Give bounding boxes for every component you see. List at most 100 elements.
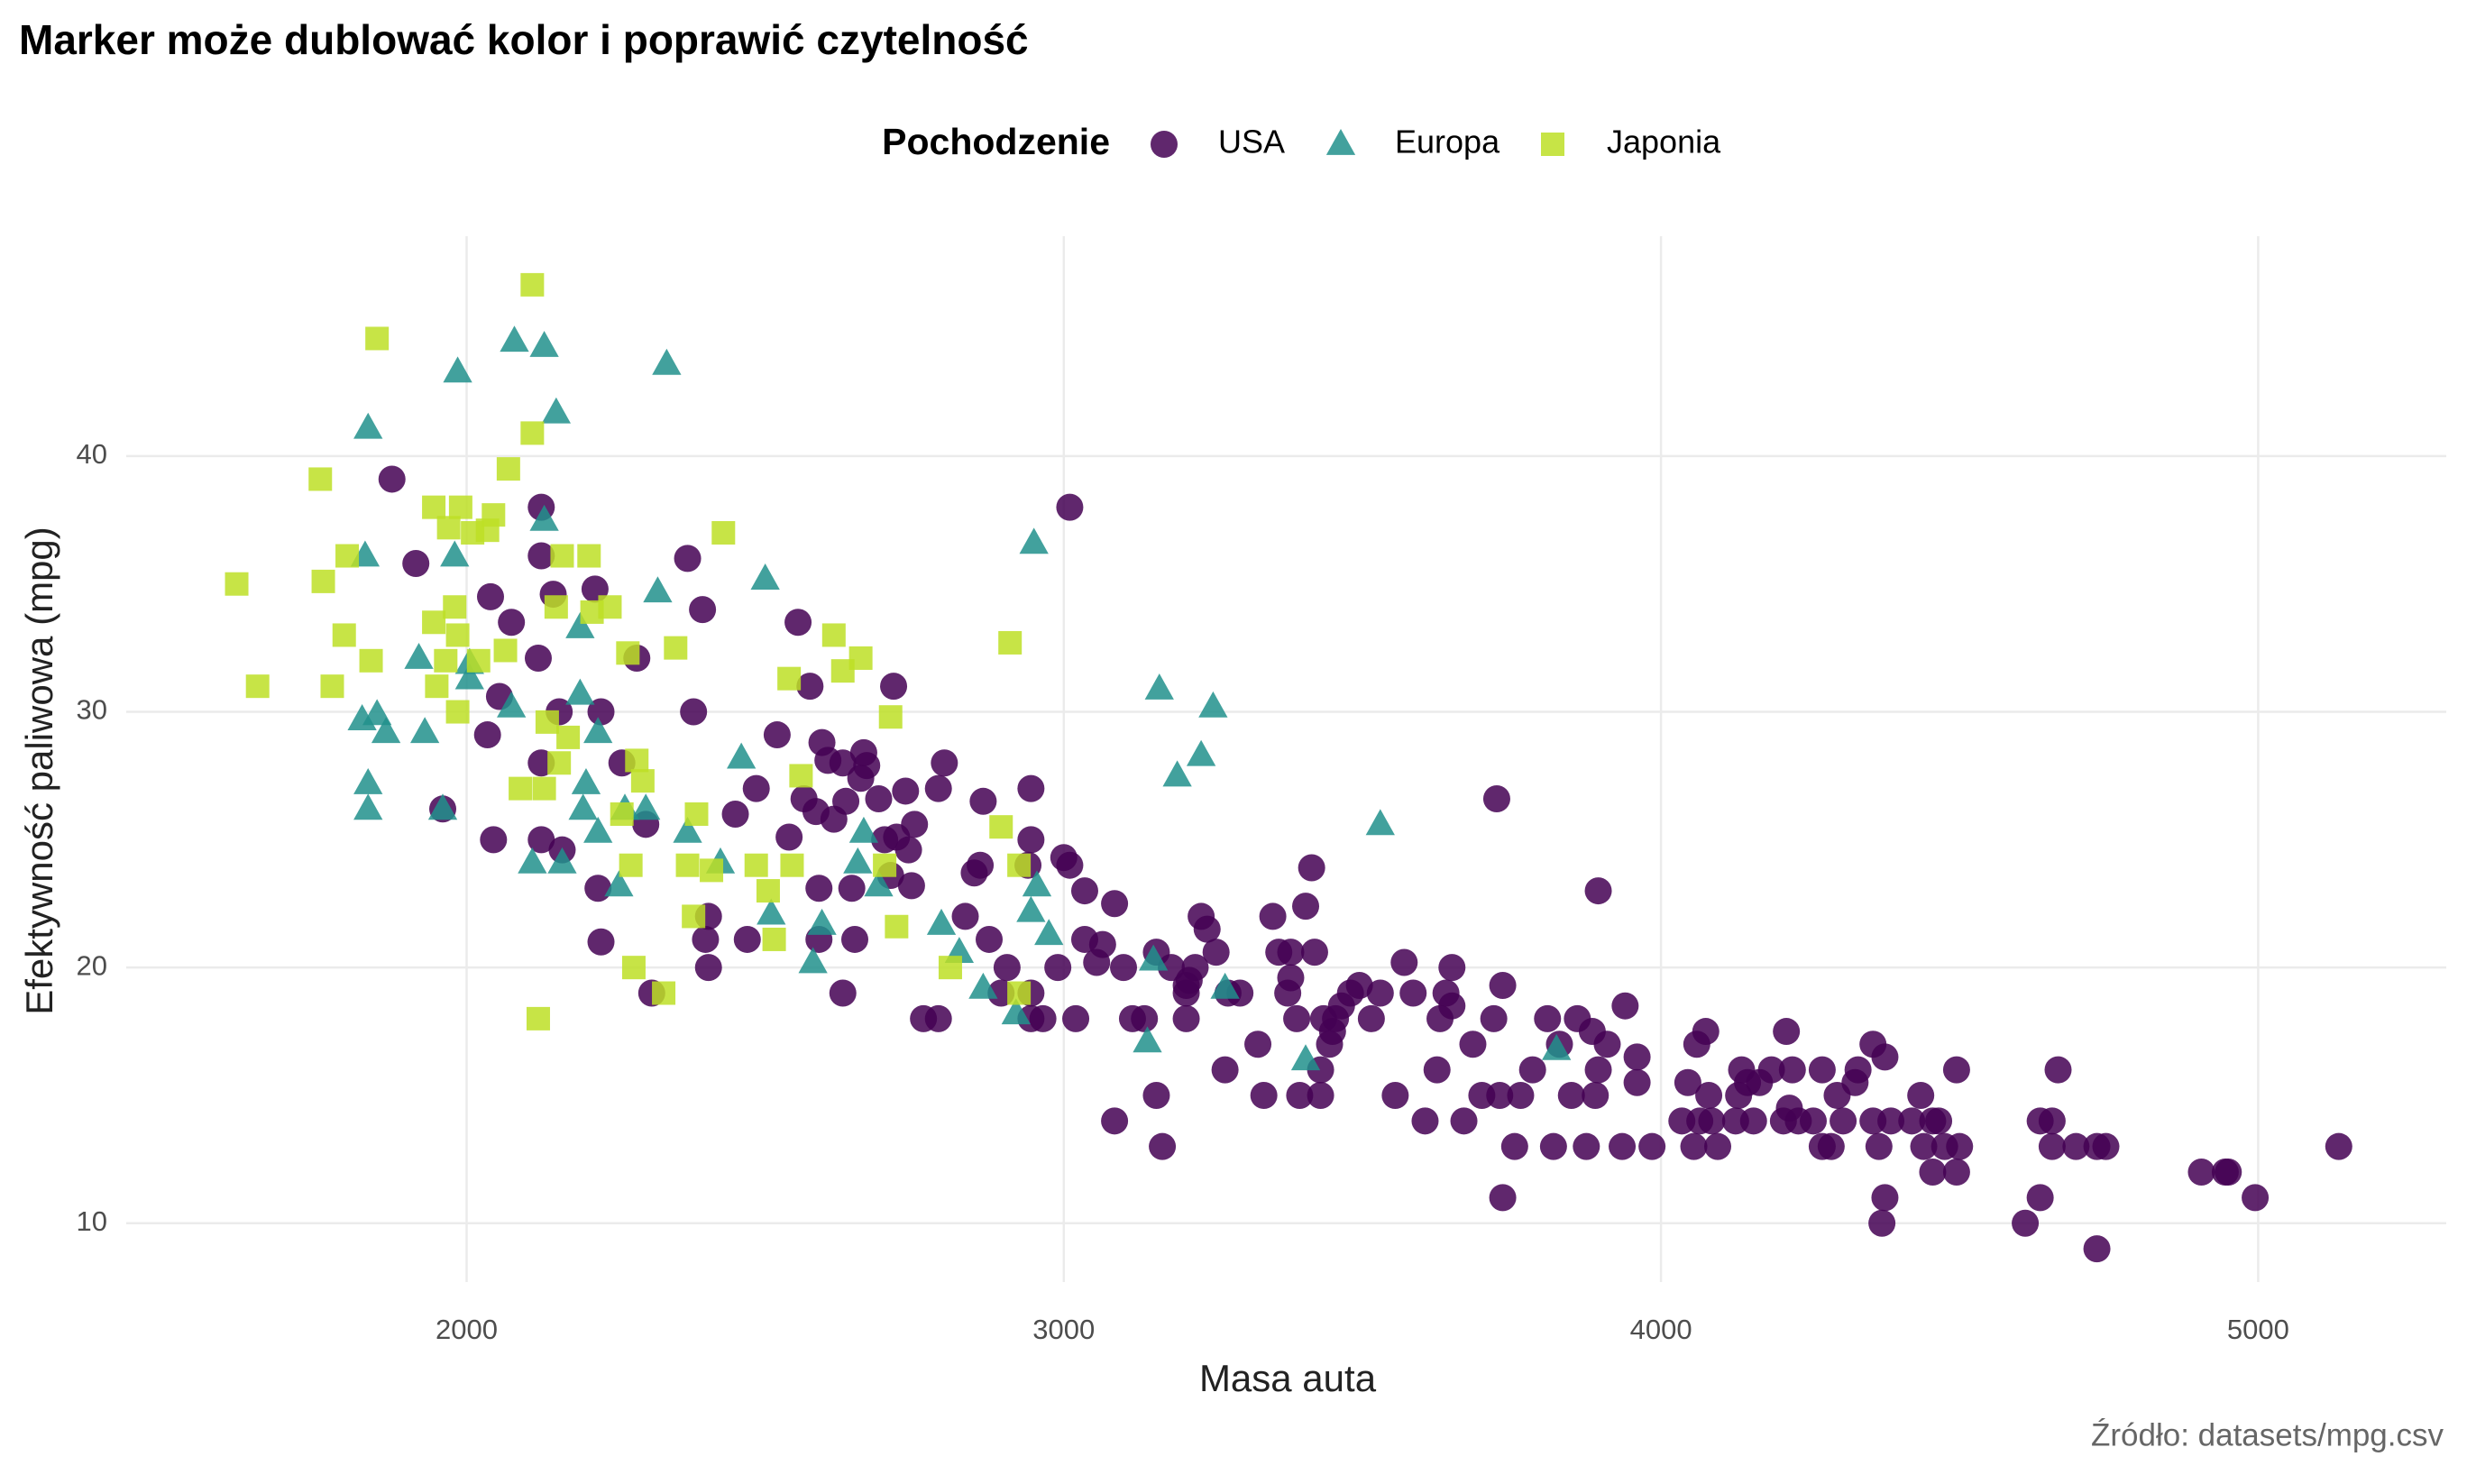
point xyxy=(1844,1056,1872,1084)
point xyxy=(610,802,634,826)
legend-label: Europa xyxy=(1395,124,1500,160)
point xyxy=(901,811,929,838)
point xyxy=(625,748,649,773)
y-tick-label: 30 xyxy=(77,694,107,726)
point xyxy=(1110,954,1138,982)
point xyxy=(694,954,722,982)
point xyxy=(1739,1107,1767,1135)
point xyxy=(454,663,484,690)
point xyxy=(473,721,501,749)
point xyxy=(1290,1044,1321,1071)
point xyxy=(1942,1159,1970,1186)
point xyxy=(311,569,335,593)
point xyxy=(1910,1132,1938,1160)
point xyxy=(1044,954,1072,982)
point xyxy=(924,774,952,802)
point xyxy=(445,700,470,724)
point xyxy=(497,691,527,718)
point xyxy=(1001,998,1031,1025)
point xyxy=(744,853,768,877)
point xyxy=(1808,1056,1836,1084)
point xyxy=(565,678,595,705)
point xyxy=(371,717,401,744)
point xyxy=(1489,972,1517,1000)
point xyxy=(1623,1068,1651,1096)
point xyxy=(1698,1107,1726,1135)
point xyxy=(805,875,833,902)
point xyxy=(1423,1056,1451,1084)
point xyxy=(520,421,545,445)
point xyxy=(689,596,717,624)
point xyxy=(1259,902,1287,930)
point xyxy=(631,793,661,820)
point xyxy=(584,875,612,902)
point xyxy=(1480,1004,1508,1032)
point xyxy=(1070,877,1098,905)
point xyxy=(880,673,908,701)
x-axis-label: Masa auta xyxy=(1199,1357,1377,1399)
point xyxy=(604,870,634,897)
point xyxy=(664,636,688,660)
point xyxy=(2215,1159,2242,1186)
point xyxy=(848,816,879,843)
point xyxy=(675,853,700,877)
point xyxy=(2044,1056,2072,1084)
point xyxy=(1399,979,1427,1007)
point xyxy=(587,928,615,956)
point xyxy=(425,674,449,699)
point xyxy=(1692,1018,1720,1046)
point xyxy=(673,816,702,843)
x-tick-label: 2000 xyxy=(436,1314,498,1345)
point xyxy=(1244,1031,1272,1058)
point xyxy=(1056,851,1084,879)
point xyxy=(1007,853,1032,877)
point xyxy=(571,767,601,794)
point xyxy=(448,495,472,519)
grid xyxy=(126,236,2446,1282)
point xyxy=(1638,1132,1666,1160)
point xyxy=(1584,1056,1612,1084)
point xyxy=(1186,739,1216,766)
point xyxy=(440,540,470,567)
point xyxy=(865,784,893,812)
point xyxy=(853,752,881,780)
point xyxy=(796,673,824,701)
point xyxy=(969,787,997,815)
point xyxy=(1582,1081,1610,1109)
point xyxy=(931,749,958,777)
point xyxy=(1022,870,1052,897)
point xyxy=(829,749,857,777)
point xyxy=(763,721,791,749)
series xyxy=(225,272,1032,1031)
legend-marker xyxy=(1151,131,1178,158)
point xyxy=(1674,1068,1701,1096)
point xyxy=(775,823,803,851)
point xyxy=(1680,1132,1708,1160)
point xyxy=(2092,1132,2120,1160)
point xyxy=(1609,1132,1637,1160)
point xyxy=(951,902,979,930)
point xyxy=(1871,1184,1899,1212)
point xyxy=(1507,1081,1535,1109)
point xyxy=(1202,939,1230,966)
point xyxy=(1704,1132,1732,1160)
x-tick-label: 5000 xyxy=(2227,1314,2289,1345)
point xyxy=(1438,954,1466,982)
x-tick-label: 3000 xyxy=(1032,1314,1095,1345)
point xyxy=(652,981,676,1005)
point xyxy=(565,611,595,638)
point xyxy=(422,610,446,635)
point xyxy=(993,954,1021,982)
point xyxy=(1017,774,1045,802)
point xyxy=(1773,1018,1801,1046)
point xyxy=(1482,784,1510,812)
point xyxy=(1486,1081,1514,1109)
point xyxy=(784,609,812,637)
point xyxy=(583,717,613,744)
series xyxy=(347,325,1572,1071)
point xyxy=(529,504,559,531)
legend-marker xyxy=(1541,133,1564,156)
point xyxy=(777,666,802,691)
point xyxy=(1286,1081,1314,1109)
point xyxy=(443,595,467,619)
